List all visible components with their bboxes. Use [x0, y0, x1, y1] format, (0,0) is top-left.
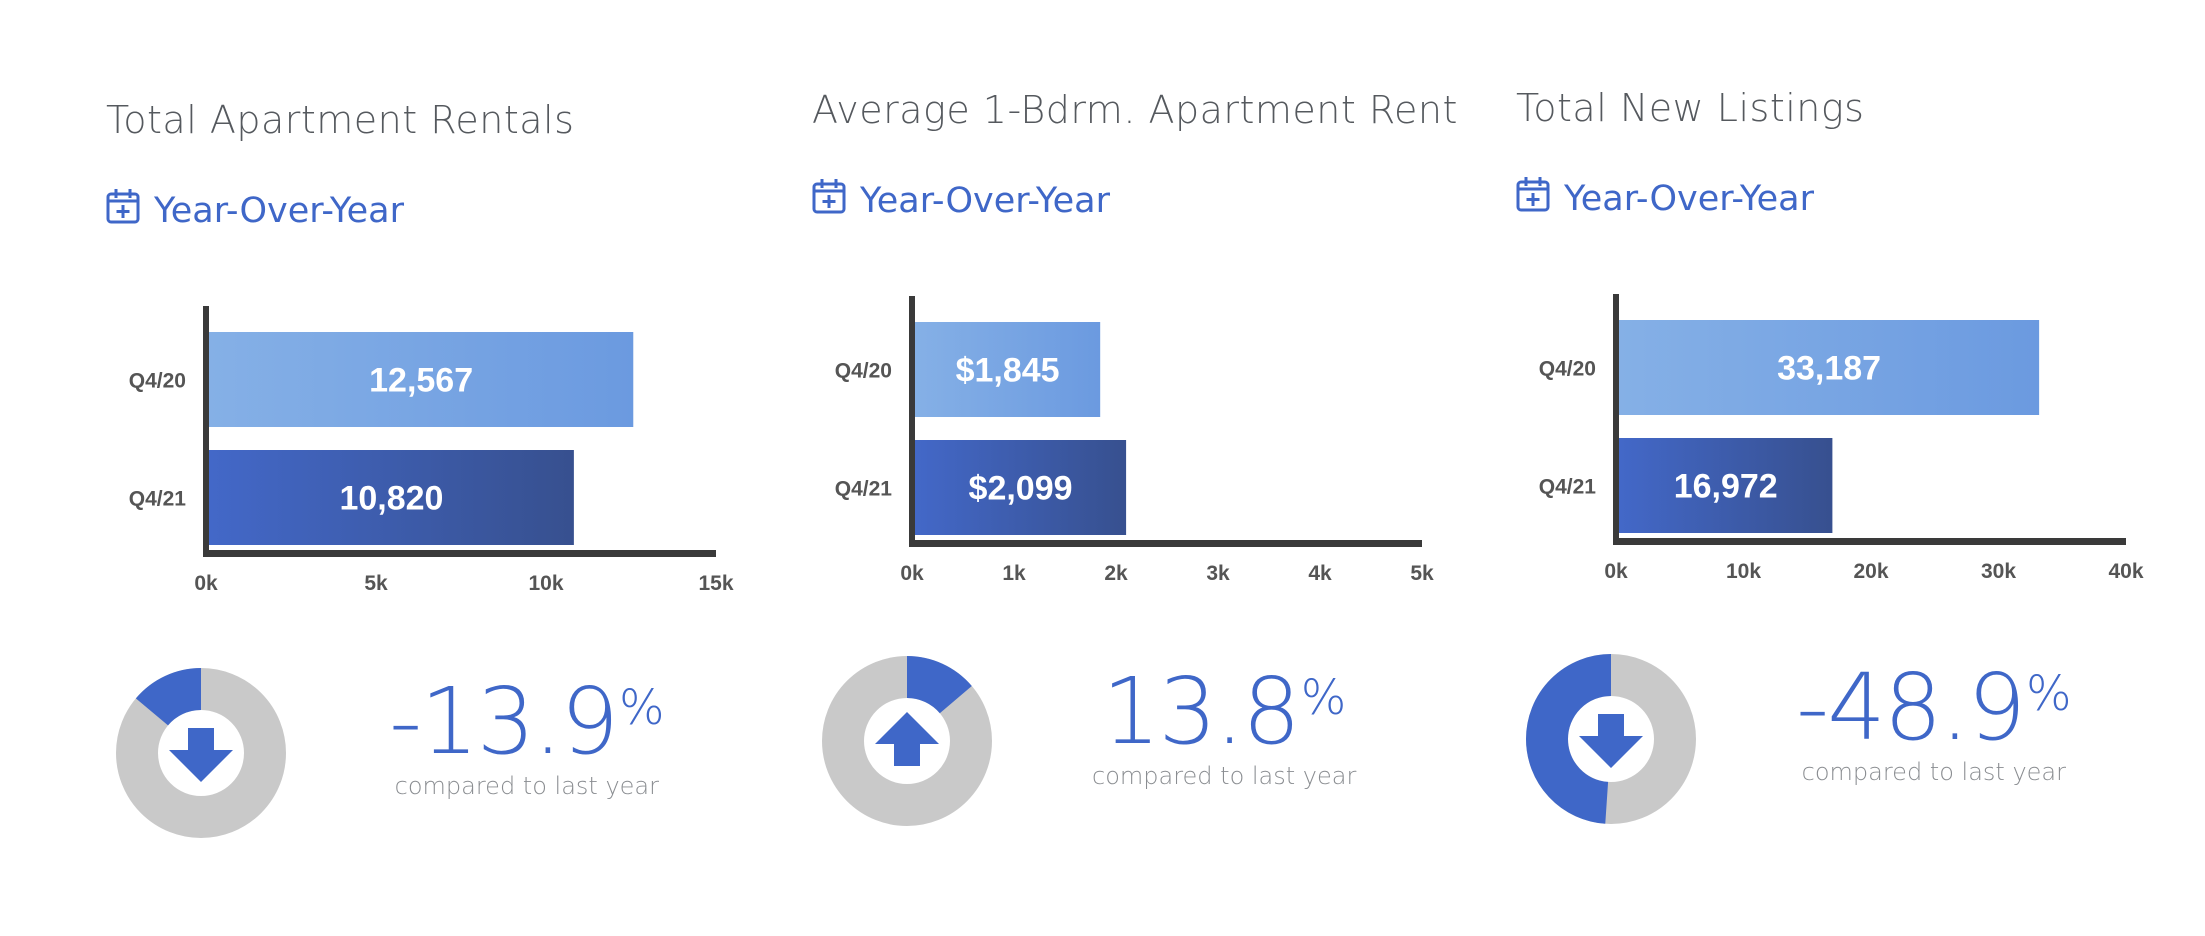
percent-sign: % — [619, 680, 665, 736]
panel-total-new-listings: Total New Listings Year-Over-Year Q4/20 3… — [1516, 0, 2205, 936]
change-caption: compared to last year — [1092, 762, 1357, 790]
x-tick-label: 1k — [1002, 562, 1026, 585]
y-axis-line — [909, 296, 915, 543]
x-axis-line — [909, 540, 1422, 547]
x-tick-label: 10k — [528, 572, 563, 595]
category-label: Q4/21 — [835, 478, 893, 501]
bar-q4-21 — [1619, 438, 1833, 533]
change-summary: 13.8% compared to last year — [1092, 666, 1357, 791]
data-label: $2,099 — [969, 470, 1073, 508]
x-tick-label: 4k — [1308, 562, 1332, 585]
category-label: Q4/20 — [129, 370, 186, 393]
data-label: $1,845 — [956, 352, 1060, 390]
bar-chart: Q4/20 12,567 Q4/21 10,820 0k 5k 10k 15k — [129, 306, 734, 595]
panel-title: Average 1-Bdrm. Apartment Rent — [812, 88, 1458, 132]
percent-sign: % — [2026, 666, 2072, 722]
period-selector[interactable]: Year-Over-Year — [812, 178, 1110, 223]
y-axis-line — [1613, 294, 1619, 541]
change-value: -13.9 — [389, 668, 619, 775]
change-donut — [822, 656, 992, 826]
change-caption: compared to last year — [394, 772, 659, 800]
data-label: 16,972 — [1674, 468, 1778, 506]
change-summary: -48.9% compared to last year — [1796, 662, 2072, 787]
category-label: Q4/20 — [1539, 358, 1596, 381]
bar-q4-20 — [915, 322, 1101, 417]
data-label: 12,567 — [369, 362, 473, 400]
panel-total-apartment-rentals: Total Apartment Rentals Year-Over-Year Q… — [106, 0, 806, 936]
x-tick-label: 5k — [1410, 562, 1434, 585]
donut-segment — [116, 668, 286, 838]
period-selector[interactable]: Year-Over-Year — [106, 188, 404, 233]
data-label: 33,187 — [1777, 350, 1881, 388]
x-tick-label: 0k — [194, 572, 218, 595]
x-tick-label: 2k — [1104, 562, 1128, 585]
x-tick-label: 40k — [2108, 560, 2143, 583]
data-label: 10,820 — [339, 480, 443, 518]
calendar-plus-icon — [1516, 176, 1550, 221]
category-label: Q4/21 — [1539, 476, 1597, 499]
x-tick-label: 0k — [1604, 560, 1628, 583]
panel-title: Total Apartment Rentals — [106, 98, 575, 142]
percent-sign: % — [1300, 670, 1347, 726]
x-tick-label: 20k — [1853, 560, 1888, 583]
x-tick-label: 30k — [1981, 560, 2016, 583]
x-tick-label: 5k — [364, 572, 388, 595]
bar-q4-20 — [209, 332, 634, 427]
x-tick-label: 10k — [1726, 560, 1761, 583]
arrow-up-icon — [875, 712, 939, 766]
arrow-down-icon — [1579, 714, 1643, 768]
bar-q4-21 — [915, 440, 1127, 535]
bar-chart: Q4/20 $1,845 Q4/21 $2,099 0k 1k 2k 3k 4k 5k — [835, 296, 1434, 585]
change-donut — [1526, 654, 1696, 824]
calendar-plus-icon — [106, 188, 140, 233]
period-label: Year-Over-Year — [1564, 178, 1814, 219]
x-axis-line — [203, 550, 716, 557]
change-caption: compared to last year — [1801, 758, 2066, 786]
y-axis-line — [203, 306, 209, 553]
donut-segment — [822, 656, 992, 826]
category-label: Q4/20 — [835, 360, 892, 383]
x-axis-line — [1613, 538, 2126, 545]
period-label: Year-Over-Year — [154, 190, 404, 231]
bar-q4-20 — [1619, 320, 2040, 415]
change-value: -48.9 — [1796, 654, 2026, 761]
change-summary: -13.9% compared to last year — [389, 676, 665, 801]
category-label: Q4/21 — [129, 488, 187, 511]
arrow-down-icon — [169, 728, 233, 782]
x-tick-label: 15k — [698, 572, 733, 595]
period-selector[interactable]: Year-Over-Year — [1516, 176, 1814, 221]
change-donut — [116, 668, 286, 838]
panel-title: Total New Listings — [1516, 86, 1865, 130]
calendar-plus-icon — [812, 178, 846, 223]
donut-segment — [1526, 654, 1696, 824]
panel-average-1bdrm-rent: Average 1-Bdrm. Apartment Rent Year-Over… — [812, 0, 1512, 936]
x-tick-label: 0k — [900, 562, 924, 585]
bar-chart: Q4/20 33,187 Q4/21 16,972 0k 10k 20k 30k 40k — [1539, 294, 2144, 583]
period-label: Year-Over-Year — [860, 180, 1110, 221]
bar-q4-21 — [209, 450, 574, 545]
change-value: 13.8 — [1101, 658, 1301, 765]
x-tick-label: 3k — [1206, 562, 1230, 585]
